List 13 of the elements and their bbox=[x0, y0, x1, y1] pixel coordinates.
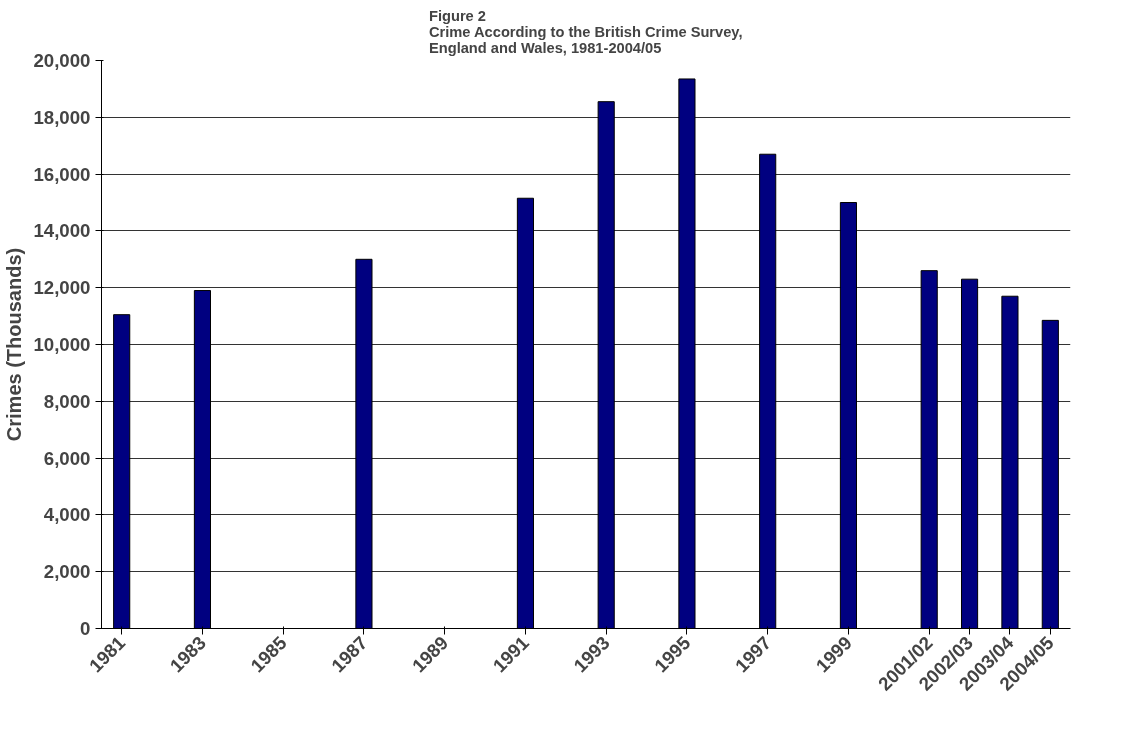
y-axis-title: Crimes (Thousands) bbox=[3, 247, 26, 442]
y-tick-label: 4,000 bbox=[43, 504, 91, 526]
y-tick-label: 20,000 bbox=[33, 50, 91, 71]
y-tick-label: 2,000 bbox=[43, 561, 91, 583]
y-tick-label: 10,000 bbox=[33, 334, 91, 355]
y-tick-label: 18,000 bbox=[33, 106, 91, 128]
y-tick-label: 8,000 bbox=[43, 390, 91, 412]
y-tick-label: 12,000 bbox=[33, 277, 91, 299]
y-tick-label: 14,000 bbox=[33, 220, 91, 242]
y-tick-label: 0 bbox=[80, 618, 91, 639]
y-tick-label: 6,000 bbox=[43, 447, 91, 469]
y-tick-label: 16,000 bbox=[33, 163, 91, 185]
chart-title: Figure 2 Crime According to the British Crime Survey, England and Wales, 1981-2004/05 bbox=[428, 7, 743, 56]
